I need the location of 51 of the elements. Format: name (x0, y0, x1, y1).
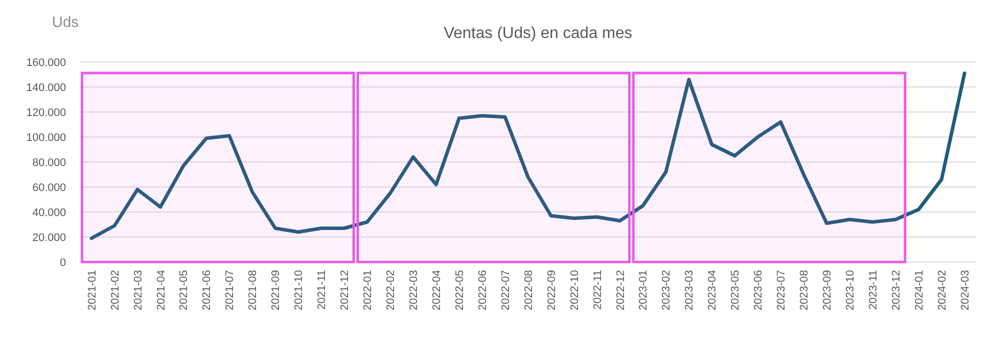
y-tick-label: 160.000 (26, 56, 66, 69)
x-tick-label: 2023-01 (638, 270, 650, 310)
x-tick-label: 2021-09 (270, 270, 282, 310)
y-tick-label: 120.000 (26, 106, 66, 119)
x-tick-label: 2022-08 (522, 270, 535, 310)
x-tick-label: 2023-06 (752, 270, 765, 310)
x-tick-label: 2023-09 (822, 270, 834, 310)
x-tick-label: 2021-10 (293, 270, 306, 310)
x-tick-label: 2021-01 (86, 270, 98, 310)
x-tick-label: 2022-05 (454, 270, 466, 310)
x-tick-label: 2022-04 (430, 270, 443, 310)
y-tick-label: 40.000 (32, 206, 66, 219)
x-tick-label: 2021-03 (132, 270, 144, 310)
x-tick-label: 2024-03 (959, 270, 972, 310)
y-axis-title: Uds (52, 14, 79, 31)
chart-title: Ventas (Uds) en cada mes (444, 25, 632, 42)
x-tick-label: 2021-11 (316, 270, 328, 310)
y-tick-label: 0 (60, 256, 66, 269)
x-tick-label: 2022-01 (362, 270, 374, 310)
x-tick-label: 2023-02 (660, 270, 673, 310)
x-tick-label: 2021-06 (201, 270, 214, 310)
x-tick-label: 2024-01 (913, 270, 926, 310)
x-tick-label: 2022-09 (546, 270, 558, 310)
x-tick-label: 2022-06 (476, 270, 489, 310)
x-tick-label: 2023-08 (798, 270, 811, 310)
x-tick-label: 2021-07 (224, 270, 236, 310)
x-tick-label: 2023-12 (890, 270, 902, 310)
x-tick-label: 2023-05 (730, 270, 742, 310)
x-tick-label: 2021-12 (339, 270, 352, 310)
line-series (90, 72, 966, 240)
x-tick-label: 2021-05 (178, 270, 190, 310)
x-tick-label: 2023-07 (776, 270, 788, 310)
x-tick-label: 2023-11 (867, 270, 880, 310)
x-tick-label: 2022-12 (614, 270, 627, 310)
y-tick-label: 60.000 (32, 182, 66, 194)
x-tick-label: 2021-04 (155, 270, 168, 310)
x-tick-label: 2022-02 (385, 270, 398, 310)
x-tick-label: 2023-04 (706, 270, 719, 310)
x-tick-label: 2022-07 (500, 270, 512, 310)
x-tick-label: 2022-10 (568, 270, 581, 310)
x-tick-label: 2023-03 (684, 270, 696, 310)
x-tick-label: 2022-03 (408, 270, 420, 310)
x-tick-label: 2021-08 (247, 270, 260, 310)
y-tick-label: 140.000 (26, 82, 66, 94)
x-tick-label: 2021-02 (109, 270, 122, 310)
x-tick-label: 2022-11 (592, 270, 604, 310)
y-tick-label: 80.000 (32, 156, 66, 169)
x-tick-label: 2023-10 (844, 270, 856, 310)
x-tick-label: 2024-02 (936, 270, 948, 310)
y-tick-label: 20.000 (32, 232, 66, 244)
y-tick-label: 100.000 (26, 132, 66, 144)
